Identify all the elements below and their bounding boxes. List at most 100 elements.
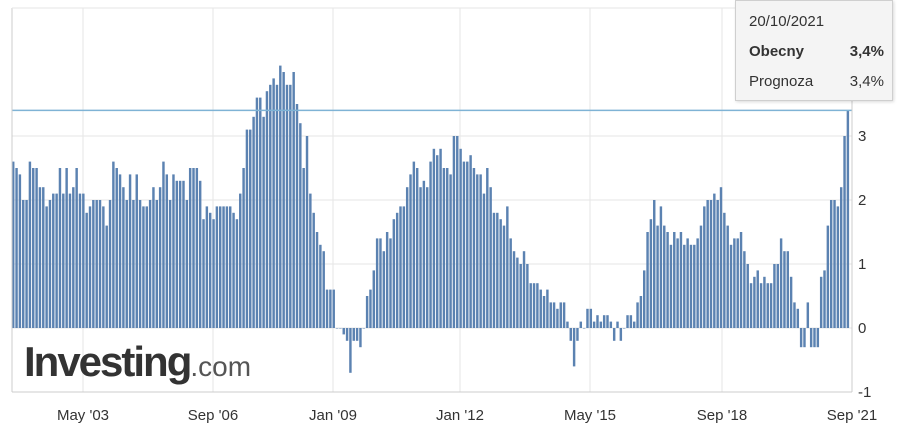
bar [542,296,546,328]
bar [172,174,175,328]
bar [509,238,512,328]
bar [629,315,633,328]
bar [235,219,239,328]
bar [402,206,406,328]
x-tick-label: May '15 [564,407,616,424]
bar [486,168,489,328]
bar [198,180,202,328]
bar [292,72,295,328]
bar [359,328,362,348]
bar [612,328,616,341]
bar [532,283,536,328]
bar [482,193,486,328]
bar [369,289,372,328]
logo-brand: Investing [24,338,192,385]
bar [579,321,583,328]
bar [726,225,729,328]
bar [526,264,529,328]
bar [539,289,542,328]
bar [773,264,776,328]
bar [255,97,259,328]
bar [82,193,85,328]
bar [249,129,252,328]
bar [716,200,719,328]
bar [816,328,820,348]
bar [105,225,108,328]
bar [536,283,539,328]
bar [476,174,479,328]
bar [175,180,179,328]
bar [212,219,215,328]
y-tick-label: 2 [858,192,866,209]
bar [446,168,449,328]
y-tick-label: -1 [858,384,871,401]
bar [332,289,335,328]
bar [375,238,379,328]
bar [15,168,18,328]
bar [636,302,639,328]
bar [703,206,706,328]
bar [823,270,826,328]
bar [205,206,209,328]
bar [252,116,255,328]
bar [839,187,843,328]
bar [142,206,145,328]
bar [469,155,472,328]
bar [125,200,128,328]
bar [462,161,466,328]
bar [312,212,315,328]
bar [572,328,576,367]
tooltip-forecast-value: 3,4% [849,73,884,90]
bar [188,168,192,328]
bar [229,206,232,328]
bar [42,187,45,328]
bar [499,219,502,328]
bar [829,200,833,328]
bar [793,302,796,328]
bar [415,168,419,328]
bar [192,168,195,328]
bar [148,200,152,328]
bar [122,187,125,328]
bar [729,244,733,328]
tooltip-current-value: 3,4% [849,43,884,60]
bar [576,328,579,341]
bar [55,193,58,328]
bar [195,168,199,328]
bar [178,180,182,328]
bar [48,200,52,328]
bar [409,174,412,328]
bar [489,187,492,328]
bar [689,244,693,328]
bar [118,174,122,328]
bar [556,308,559,328]
bar [746,264,749,328]
bar [666,232,669,328]
bar [599,321,603,328]
bar [582,328,586,329]
bar [706,200,709,328]
bar [289,84,292,328]
bar [559,302,562,328]
bar [245,129,249,328]
tooltip-date: 20/10/2021 [749,13,825,30]
bar [302,168,305,328]
bar [673,232,676,328]
bar [158,187,162,328]
bar [743,251,746,328]
bar [803,328,806,348]
bar [783,251,786,328]
bar [506,206,509,328]
bar [646,232,649,328]
bar [763,276,766,328]
bar [345,328,349,341]
bar [512,251,516,328]
bar [269,84,272,328]
bar [62,193,65,328]
bar [789,276,793,328]
bar [619,328,623,341]
bar [596,315,599,328]
bar [422,180,426,328]
bar [382,251,386,328]
bar [799,328,803,348]
